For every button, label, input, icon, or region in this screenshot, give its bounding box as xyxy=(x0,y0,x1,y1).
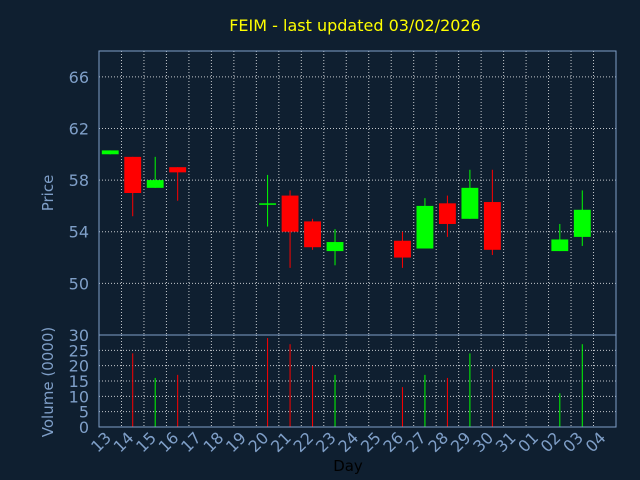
price-tick-label: 58 xyxy=(69,171,89,190)
volume-tick-label: 5 xyxy=(79,403,89,422)
chart-title: FEIM - last updated 03/02/2026 xyxy=(229,16,481,35)
volume-bar-series xyxy=(132,338,583,427)
price-axis-label: Price xyxy=(39,175,57,212)
volume-tick-label: 10 xyxy=(69,387,89,406)
x-tick-labels: 1314151617181920212223242526272829303101… xyxy=(87,428,609,456)
candle-body-29 xyxy=(461,187,479,219)
volume-panel-frame xyxy=(98,334,617,428)
candle-body-15 xyxy=(146,180,164,188)
candle-body-14 xyxy=(124,156,142,193)
candle-body-28 xyxy=(438,203,456,224)
candle-body-27 xyxy=(416,205,434,249)
price-tick-label: 66 xyxy=(69,68,89,87)
volume-gridlines xyxy=(99,335,616,427)
volume-tick-label: 0 xyxy=(79,418,89,437)
candle-body-30 xyxy=(483,202,501,250)
candle-body-20 xyxy=(259,203,277,205)
x-axis-label: Day xyxy=(333,457,363,475)
candle-body-16 xyxy=(169,167,187,173)
candle-body-26 xyxy=(394,240,411,258)
candle-body-21 xyxy=(281,195,299,232)
price-gridlines xyxy=(99,51,616,335)
candle-body-13 xyxy=(101,150,119,155)
price-tick-label: 50 xyxy=(69,274,89,293)
price-tick-label: 54 xyxy=(69,223,89,242)
candle-body-02 xyxy=(551,239,569,252)
volume-axis-label: Volume (0000) xyxy=(39,327,57,437)
price-y-tick-labels: 50 54 58 62 66 xyxy=(69,68,89,294)
candle-body-03 xyxy=(573,209,591,237)
volume-tick-label: 15 xyxy=(69,372,89,391)
candle-body-22 xyxy=(304,221,321,248)
volume-tick-label: 20 xyxy=(69,357,89,376)
volume-tick-label: 25 xyxy=(69,341,89,360)
price-tick-label: 62 xyxy=(69,119,89,138)
candle-body-23 xyxy=(326,242,344,252)
candlestick-series xyxy=(101,150,591,268)
volume-tick-label: 30 xyxy=(69,326,89,345)
